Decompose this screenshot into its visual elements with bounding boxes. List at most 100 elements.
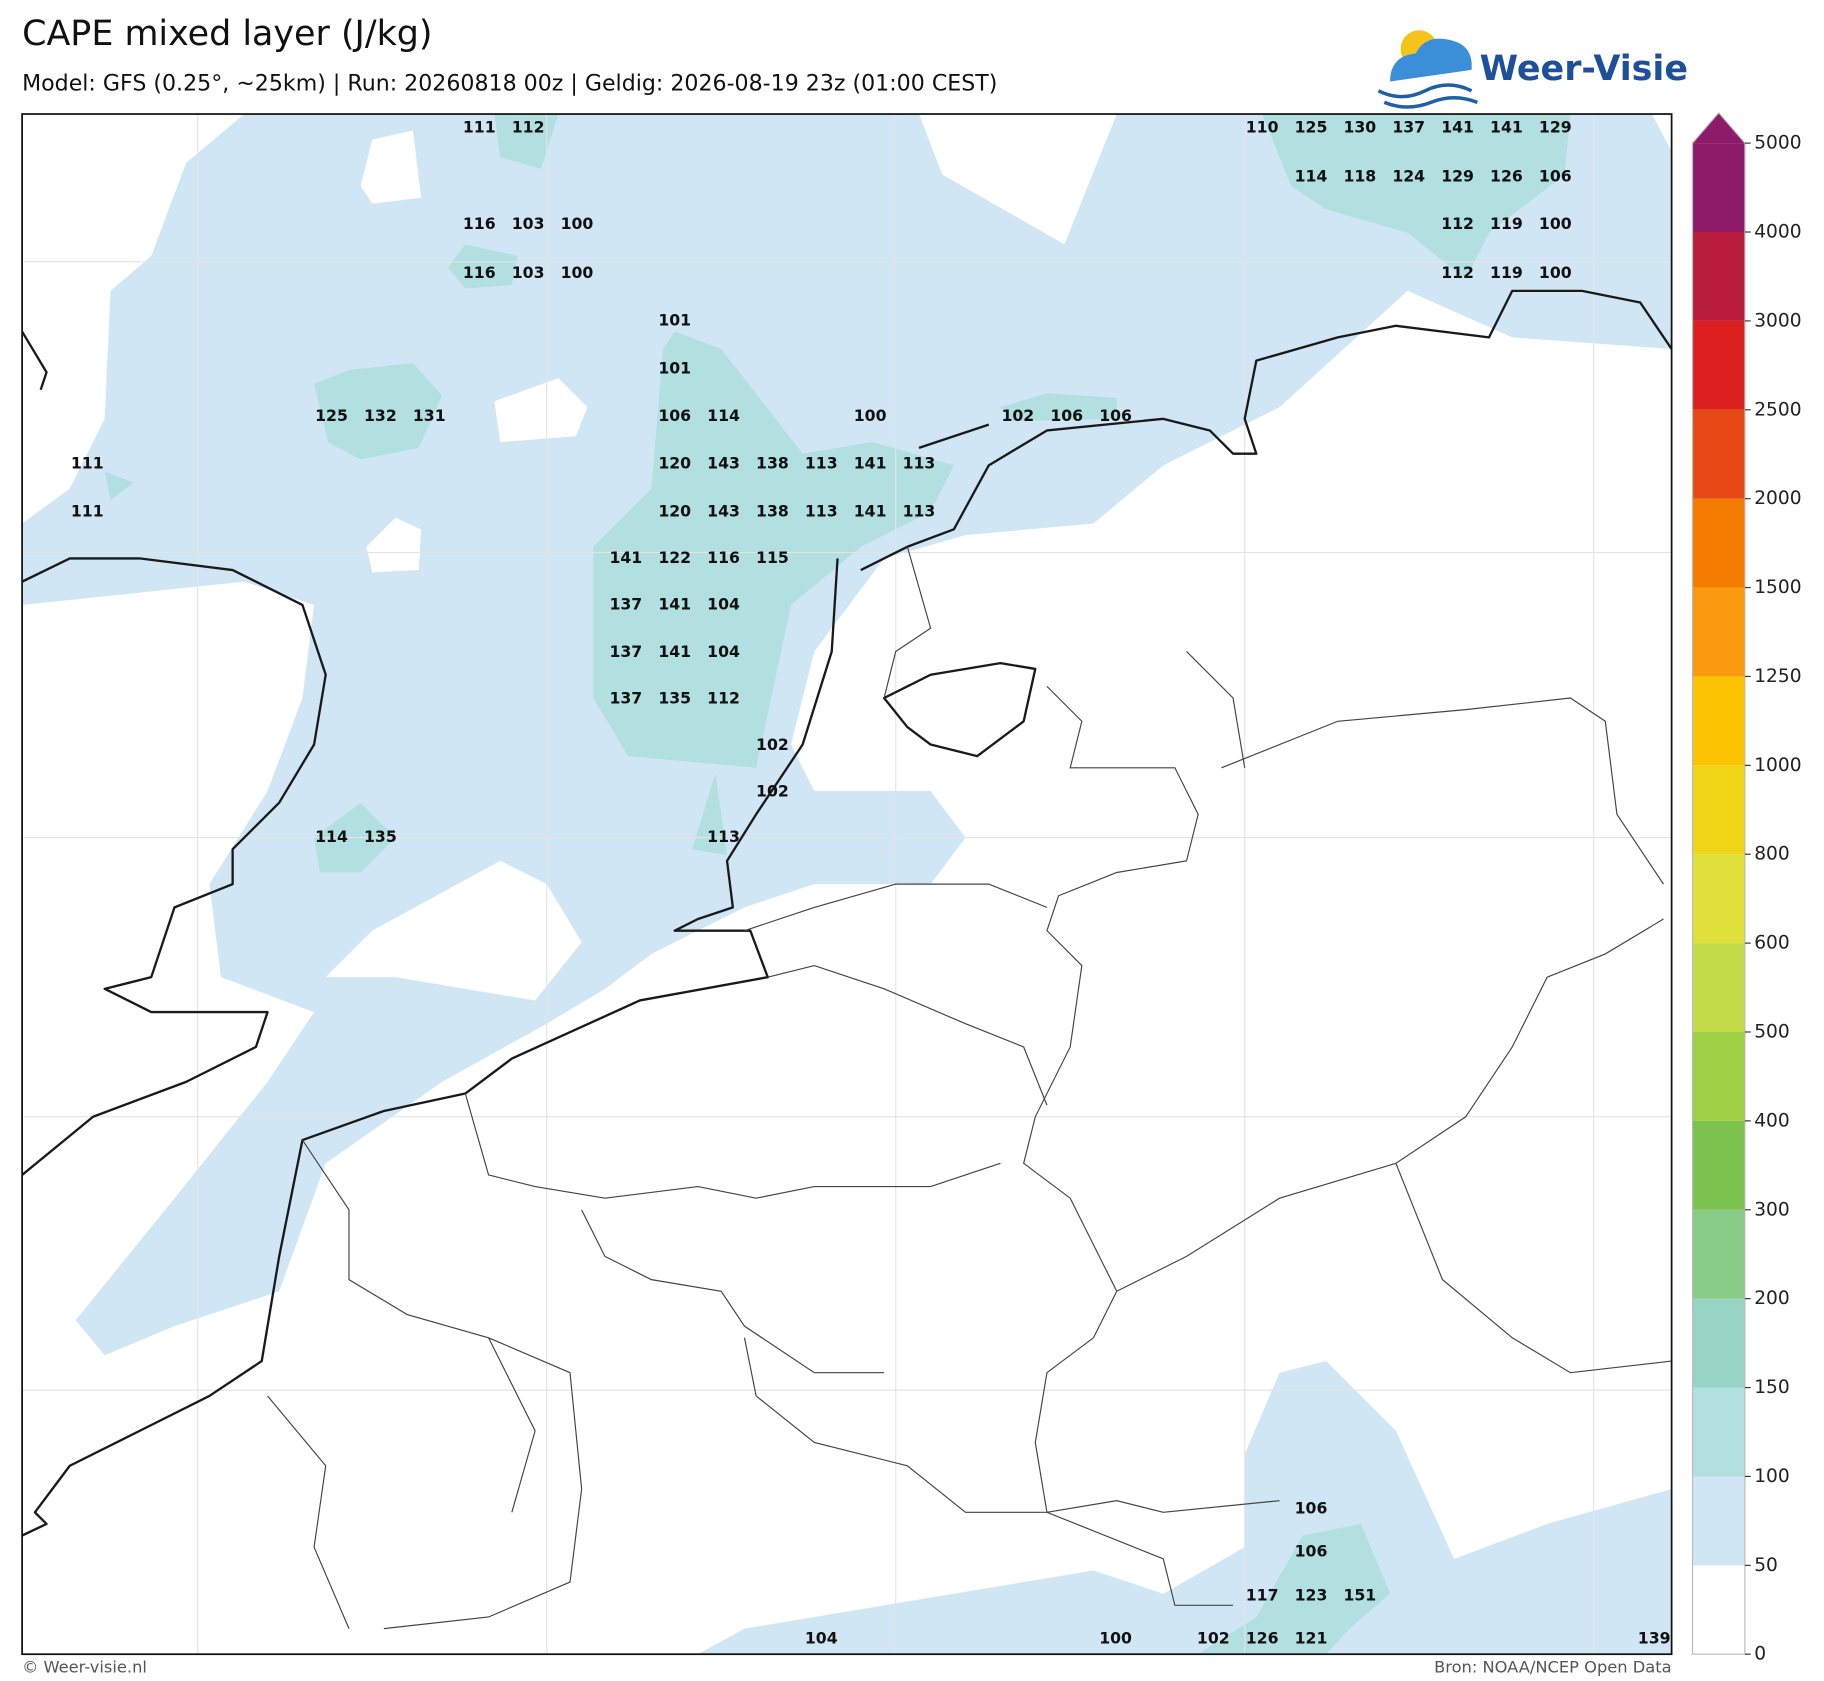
point-label: 141: [609, 548, 642, 567]
logo-cloud: [1390, 38, 1472, 82]
colorbar-extend: [1692, 112, 1745, 144]
border: [267, 546, 1672, 1630]
point-label: 137: [609, 689, 642, 708]
colorbar-band: [1692, 676, 1745, 766]
point-label: 115: [756, 548, 789, 567]
point-label: 119: [1490, 263, 1523, 282]
point-label: 114: [707, 406, 740, 425]
point-label: 119: [1490, 214, 1523, 233]
point-label: 132: [364, 406, 397, 425]
point-label: 138: [756, 501, 789, 520]
point-label: 104: [707, 642, 740, 661]
point-label: 111: [463, 118, 496, 137]
colorbar-tick-label: 400: [1754, 1110, 1790, 1131]
point-label: 126: [1246, 1629, 1279, 1648]
colorbar-band: [1692, 320, 1745, 410]
point-label: 141: [1490, 118, 1523, 137]
point-label: 102: [1197, 1629, 1230, 1648]
colorbar-band: [1692, 1031, 1745, 1121]
colorbar-tick-label: 100: [1754, 1466, 1790, 1487]
colorbar-tick-label: 50: [1754, 1555, 1778, 1576]
point-label: 112: [512, 118, 545, 137]
colorbar-outline: [1691, 111, 1746, 1655]
logo-text: Weer-Visie: [1480, 49, 1688, 89]
colorbar-tick-label: 4000: [1754, 222, 1801, 243]
point-label: 131: [413, 406, 446, 425]
point-label: 106: [1050, 406, 1083, 425]
point-label: 100: [1539, 214, 1572, 233]
point-label: 100: [1539, 263, 1572, 282]
colorbar-tick-label: 200: [1754, 1288, 1790, 1309]
point-label: 106: [1295, 1541, 1328, 1560]
point-label: 141: [1441, 118, 1474, 137]
point-label: 141: [658, 594, 691, 613]
colorbar-tick-label: 600: [1754, 933, 1790, 954]
graticule: [22, 114, 1672, 1655]
colorbar-band: [1692, 498, 1745, 588]
colorbar-tick-label: 800: [1754, 844, 1790, 865]
point-label: 112: [707, 689, 740, 708]
point-label: 101: [658, 358, 691, 377]
point-label: 102: [1001, 406, 1034, 425]
colorbar-band: [1692, 854, 1745, 944]
point-label: 114: [1295, 166, 1328, 185]
point-label: 124: [1392, 166, 1425, 185]
point-label: 106: [1099, 406, 1132, 425]
point-label: 118: [1343, 166, 1376, 185]
point-label: 106: [658, 406, 691, 425]
colorbar-band: [1692, 943, 1745, 1032]
logo: Weer-Visie: [1377, 30, 1688, 109]
point-label: 117: [1246, 1586, 1279, 1605]
point-label: 139: [1638, 1629, 1671, 1648]
point-label: 137: [1392, 118, 1425, 137]
colorbar-band: [1692, 1387, 1745, 1477]
point-label: 113: [805, 454, 838, 473]
colorbar-tick-label: 1500: [1754, 577, 1801, 598]
point-label: 111: [71, 501, 104, 520]
point-label: 125: [315, 406, 348, 425]
point-label: 141: [854, 501, 887, 520]
point-label: 135: [364, 827, 397, 846]
point-labels: 111 112 110 125 130 137 141 141 129 114 118 124 129 1…: [71, 118, 1671, 1648]
colorbar-tick-label: 1000: [1754, 755, 1801, 776]
point-label: 100: [561, 214, 594, 233]
cape-area: [697, 1361, 1672, 1655]
point-label: 116: [463, 214, 496, 233]
point-label: 116: [463, 263, 496, 282]
colorbar-tick-label: 3000: [1754, 310, 1801, 331]
colorbar-band: [1692, 1565, 1745, 1655]
map-area: 111 112 110 125 130 137 141 141 129 114 118 124 129 1…: [22, 114, 1672, 1655]
colorbar: 0 50 100 150 200 300 400 500 600 800 1000 1250 1500 2…: [1691, 111, 1802, 1665]
point-label: 137: [609, 642, 642, 661]
colorbar-band: [1692, 232, 1745, 321]
coastline: [860, 289, 1672, 572]
point-label: 113: [707, 827, 740, 846]
footer-right: Bron: NOAA/NCEP Open Data: [1434, 1658, 1672, 1677]
point-label: 126: [1490, 166, 1523, 185]
colorbar-tick-label: 2000: [1754, 488, 1801, 509]
point-label: 113: [903, 501, 936, 520]
point-label: 138: [756, 454, 789, 473]
point-label: 102: [756, 782, 789, 801]
coastline: [22, 557, 327, 1176]
point-label: 120: [658, 454, 691, 473]
point-label: 110: [1246, 118, 1279, 137]
point-label: 112: [1441, 263, 1474, 282]
point-label: 129: [1441, 166, 1474, 185]
colorbar-band: [1692, 1120, 1745, 1210]
point-label: 121: [1295, 1629, 1328, 1648]
colorbar-band: [1692, 765, 1745, 855]
colorbar-tick-label: 1250: [1754, 666, 1801, 687]
colorbar-band: [1692, 587, 1745, 677]
coastline: [22, 558, 839, 1537]
footer-left: © Weer-visie.nl: [22, 1658, 147, 1677]
cape-hole: [325, 130, 588, 1001]
point-label: 116: [707, 548, 740, 567]
point-label: 113: [903, 454, 936, 473]
point-label: 102: [756, 735, 789, 754]
colorbar-band: [1692, 409, 1745, 499]
colorbar-tick-label: 0: [1754, 1644, 1766, 1665]
colorbar-tick-label: 2500: [1754, 399, 1801, 420]
point-label: 120: [658, 501, 691, 520]
coastline: [22, 330, 1037, 758]
